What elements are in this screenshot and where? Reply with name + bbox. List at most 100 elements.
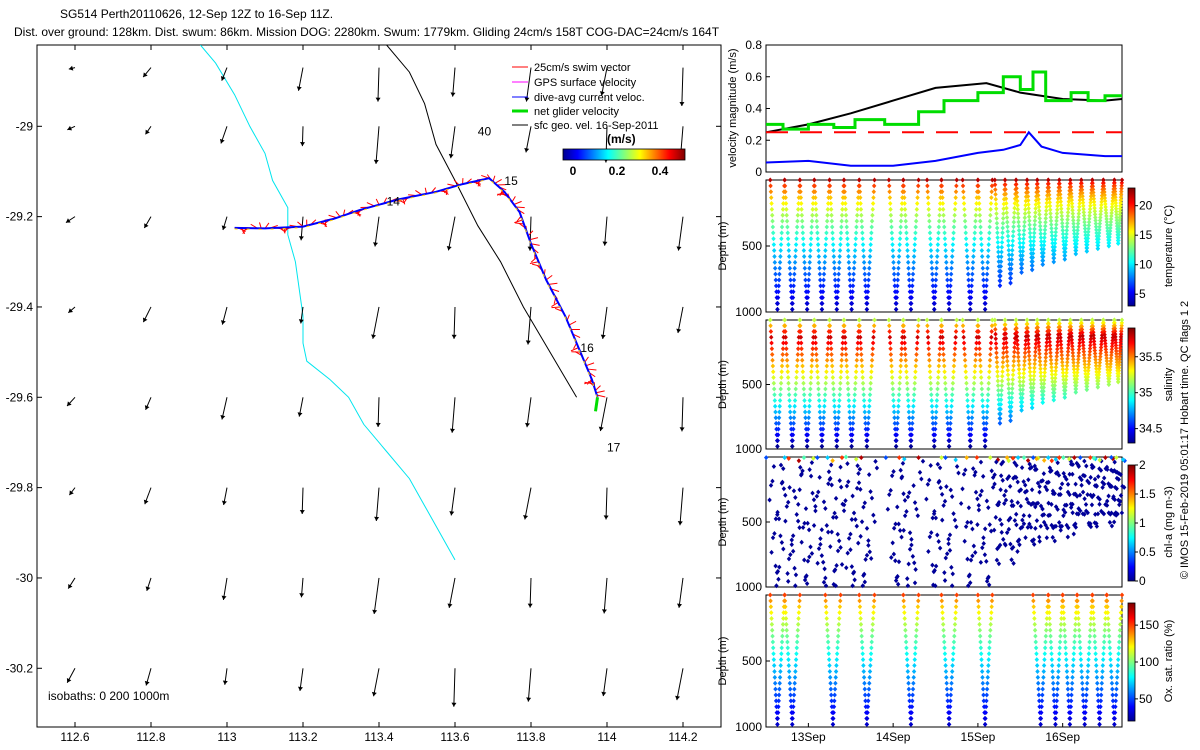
profile-point [1110, 686, 1115, 692]
profile-point [1079, 668, 1084, 674]
profile-point [1118, 194, 1124, 200]
profile-point [1108, 364, 1113, 370]
profile-point [791, 420, 796, 426]
profile-point [869, 645, 874, 651]
profile-point [976, 334, 982, 340]
profile-point [1079, 674, 1085, 680]
isobaths-label: isobaths: 0 200 1000m [48, 689, 169, 703]
profile-point [954, 524, 959, 530]
profile-point [866, 686, 872, 692]
profile-point [1020, 248, 1026, 254]
profile-point [1012, 205, 1017, 211]
profile-point [895, 271, 901, 277]
profile-point [1050, 244, 1055, 250]
profile-point [1046, 324, 1051, 330]
profile-point [1038, 721, 1043, 727]
profile-point [1075, 227, 1080, 233]
profile-point [945, 692, 950, 698]
profile-point [866, 271, 872, 277]
profile-point [1008, 280, 1013, 286]
profile-point [1053, 721, 1058, 727]
profile-point [1081, 342, 1086, 348]
profile-point [1048, 639, 1054, 645]
geo-vector [603, 577, 608, 614]
profile-point [1081, 203, 1086, 209]
profile-point [830, 715, 835, 721]
profile-point [781, 201, 786, 207]
profile-point [772, 265, 778, 271]
profile-point [796, 616, 801, 622]
profile-point [936, 218, 942, 224]
profile-point [1115, 237, 1121, 243]
profile-point [980, 397, 985, 403]
profile-point [773, 686, 778, 692]
profile-point [1018, 261, 1024, 267]
profile-point [1007, 399, 1012, 405]
profile-point [1093, 354, 1098, 360]
profile-point [1065, 686, 1071, 692]
profile-point [821, 499, 827, 505]
profile-point [1000, 225, 1005, 231]
profile-point [1046, 592, 1051, 598]
swim-vector [596, 394, 606, 398]
profile-point [1088, 474, 1093, 480]
profile-point [1057, 181, 1062, 187]
profile-point [842, 334, 848, 340]
profile-point [996, 392, 1001, 398]
velocity-ticks: 00.20.40.60.8 [745, 38, 770, 179]
profile-point [997, 542, 1003, 548]
profile-point [1025, 333, 1031, 339]
profile-point [1035, 321, 1040, 327]
geo-vector-head [677, 603, 682, 608]
profile-point [1031, 385, 1036, 391]
profile-point [1042, 227, 1048, 233]
profile-point [967, 438, 973, 444]
profile-point [1118, 610, 1124, 616]
profile-point [891, 469, 896, 475]
profile-point [902, 195, 907, 201]
profile-point [1096, 710, 1102, 716]
profile-point [854, 363, 859, 369]
profile-point [1042, 366, 1048, 372]
day-label: 14 [387, 194, 401, 208]
profile-point [1036, 692, 1042, 698]
profile-point [799, 539, 804, 545]
profile-point [1075, 598, 1080, 604]
profile-point [839, 218, 844, 224]
profile-point [889, 224, 894, 230]
profile-point [778, 380, 784, 386]
profile-point [1061, 380, 1066, 386]
profile-point [1048, 346, 1053, 352]
profile-point [1118, 340, 1123, 346]
profile-point [838, 598, 843, 604]
profile-point [799, 340, 804, 346]
profile-point [1067, 710, 1072, 716]
profile-point [1079, 482, 1084, 488]
profile-point [1041, 457, 1047, 463]
profile-point [1028, 242, 1033, 248]
profile-point [864, 721, 870, 727]
profile-point [784, 357, 790, 363]
profile-point [768, 317, 773, 323]
profile-point [1001, 206, 1006, 212]
profile-point [776, 576, 781, 582]
profile-point [1118, 337, 1123, 343]
profile-point [867, 265, 872, 271]
profile-point [916, 598, 921, 604]
profile-point [777, 409, 782, 415]
geo-vector-head [675, 695, 681, 701]
profile-point [828, 189, 833, 195]
profile-point [904, 242, 910, 248]
profile-point [804, 432, 809, 438]
profile-point [1083, 235, 1089, 241]
profile-point [986, 582, 992, 588]
profile-point [901, 323, 906, 329]
profile-point [996, 401, 1002, 407]
profile-point [1090, 186, 1096, 192]
profile-point [1104, 352, 1109, 358]
profile-point [1070, 347, 1075, 353]
profile-point [871, 189, 877, 195]
profile-point [1076, 214, 1081, 220]
profile-point [1038, 373, 1044, 379]
profile-point [1032, 226, 1037, 232]
